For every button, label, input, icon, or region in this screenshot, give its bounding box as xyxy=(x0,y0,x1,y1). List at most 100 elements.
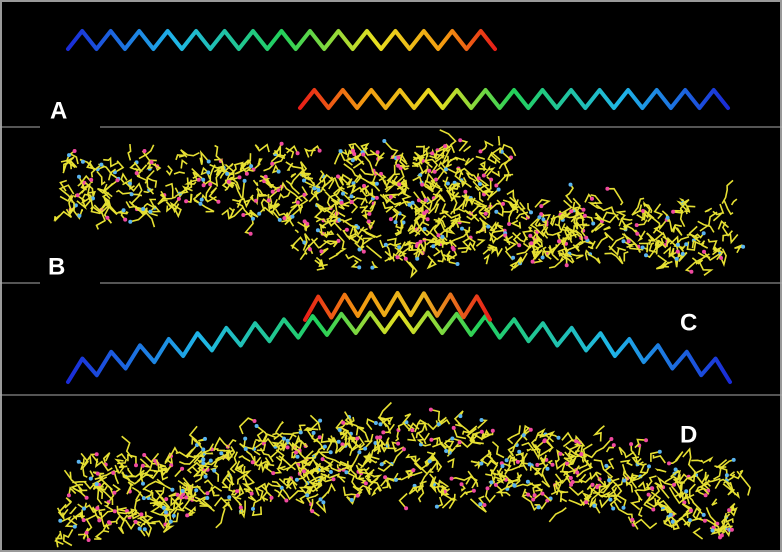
atom xyxy=(200,198,204,202)
atom xyxy=(355,437,359,441)
atom xyxy=(139,512,143,516)
atom xyxy=(375,182,379,186)
atom xyxy=(441,235,445,239)
atom xyxy=(486,225,490,229)
atom xyxy=(446,182,450,186)
atom xyxy=(361,153,365,157)
atom xyxy=(350,194,354,198)
atom xyxy=(522,433,526,437)
atom xyxy=(703,519,707,523)
atom xyxy=(629,442,633,446)
atom xyxy=(569,476,573,480)
atom xyxy=(529,428,533,432)
atom xyxy=(622,479,626,483)
atom xyxy=(675,257,679,261)
atom xyxy=(420,183,424,187)
atom xyxy=(227,495,231,499)
atom xyxy=(286,439,290,443)
atom xyxy=(362,250,366,254)
stick-bond xyxy=(591,489,592,494)
atom xyxy=(367,212,371,216)
atom xyxy=(209,459,213,463)
atom xyxy=(505,458,509,462)
atom xyxy=(382,139,386,143)
atom xyxy=(212,469,216,473)
atom xyxy=(443,144,447,148)
atom xyxy=(67,493,71,497)
atom xyxy=(363,447,367,451)
atom xyxy=(571,480,575,484)
atom xyxy=(284,499,288,503)
atom xyxy=(180,495,184,499)
atom xyxy=(511,256,515,260)
atom xyxy=(312,431,316,435)
atom xyxy=(584,236,588,240)
atom xyxy=(426,217,430,221)
atom xyxy=(115,178,119,182)
atom xyxy=(444,449,448,453)
atom xyxy=(497,188,501,192)
atom xyxy=(676,250,680,254)
atom xyxy=(651,508,655,512)
atom xyxy=(241,213,245,217)
atom xyxy=(197,178,201,182)
atom xyxy=(451,246,455,250)
atom xyxy=(478,182,482,186)
atom xyxy=(271,190,275,194)
atom xyxy=(341,421,345,425)
atom xyxy=(630,518,634,522)
atom xyxy=(270,496,274,500)
atom xyxy=(389,217,393,221)
atom xyxy=(557,436,561,440)
atom xyxy=(344,470,348,474)
atom xyxy=(702,231,706,235)
atom xyxy=(541,492,545,496)
atom xyxy=(316,228,320,232)
atom xyxy=(526,480,530,484)
atom xyxy=(667,461,671,465)
atom xyxy=(164,510,168,514)
atom xyxy=(337,440,341,444)
atom xyxy=(185,513,189,517)
atom xyxy=(592,504,596,508)
atom xyxy=(243,437,247,441)
atom xyxy=(82,507,86,511)
atom xyxy=(216,200,220,204)
atom xyxy=(424,198,428,202)
atom xyxy=(583,214,587,218)
atom xyxy=(711,529,715,533)
atom xyxy=(676,243,680,247)
atom xyxy=(376,150,380,154)
atom xyxy=(321,500,325,504)
atom xyxy=(291,215,295,219)
atom xyxy=(73,149,77,153)
atom xyxy=(141,464,145,468)
atom xyxy=(411,468,415,472)
stick-bond xyxy=(437,438,438,444)
atom xyxy=(378,422,382,426)
atom xyxy=(507,222,511,226)
atom xyxy=(460,482,464,486)
atom xyxy=(81,160,85,164)
atom xyxy=(517,450,521,454)
atom xyxy=(608,498,612,502)
atom xyxy=(77,214,81,218)
atom xyxy=(569,209,573,213)
atom xyxy=(255,424,259,428)
atom xyxy=(367,220,371,224)
atom xyxy=(302,179,306,183)
atom xyxy=(251,460,255,464)
atom xyxy=(143,527,147,531)
atom xyxy=(294,451,298,455)
atom xyxy=(647,464,651,468)
atom xyxy=(58,519,62,523)
atom xyxy=(671,210,675,214)
atom xyxy=(419,240,423,244)
atom xyxy=(605,187,609,191)
atom xyxy=(239,506,243,510)
atom xyxy=(135,171,139,175)
atom xyxy=(184,199,188,203)
atom xyxy=(321,457,325,461)
atom xyxy=(396,156,400,160)
atom xyxy=(579,452,583,456)
